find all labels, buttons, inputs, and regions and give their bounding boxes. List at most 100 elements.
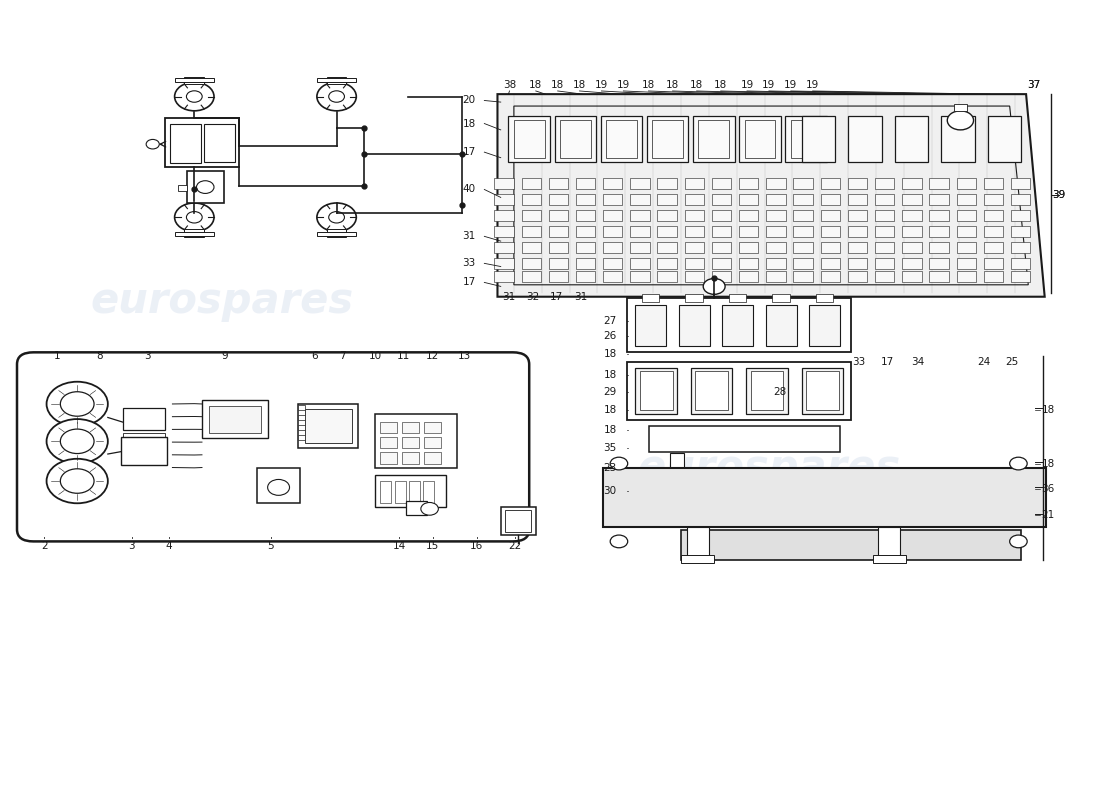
Bar [576, 226, 595, 237]
Bar [739, 226, 758, 237]
Bar [658, 194, 676, 206]
Bar [317, 78, 356, 82]
Bar [739, 115, 781, 162]
Bar [494, 178, 514, 190]
Bar [712, 178, 732, 190]
Bar [874, 271, 894, 282]
Bar [576, 271, 595, 282]
Bar [403, 453, 419, 463]
Bar [627, 362, 851, 420]
Bar [712, 258, 732, 269]
Circle shape [186, 91, 202, 102]
Text: 39: 39 [1053, 190, 1066, 200]
Bar [793, 258, 813, 269]
Bar [739, 178, 758, 190]
Polygon shape [514, 106, 1028, 285]
Text: 18: 18 [1042, 406, 1055, 415]
Circle shape [60, 469, 95, 494]
Circle shape [267, 479, 289, 495]
Bar [746, 368, 788, 414]
Bar [739, 271, 758, 282]
Bar [494, 271, 514, 282]
Text: 4: 4 [166, 541, 173, 551]
Text: 18: 18 [551, 80, 564, 90]
Text: 18: 18 [666, 80, 679, 90]
Bar [902, 258, 922, 269]
Bar [821, 242, 840, 253]
Bar [601, 115, 642, 162]
Bar [802, 115, 835, 162]
Bar [298, 415, 305, 419]
Text: 19: 19 [762, 80, 776, 90]
Bar [603, 271, 623, 282]
Bar [983, 258, 1003, 269]
Bar [793, 242, 813, 253]
Bar [772, 294, 790, 302]
Bar [848, 210, 867, 222]
Bar [821, 258, 840, 269]
Bar [652, 119, 683, 158]
Bar [802, 368, 844, 414]
Bar [647, 115, 689, 162]
Bar [902, 242, 922, 253]
Circle shape [329, 211, 344, 223]
Text: 33: 33 [462, 258, 475, 268]
Text: 37: 37 [1027, 80, 1041, 90]
Bar [957, 210, 976, 222]
Text: 1: 1 [54, 351, 60, 362]
Bar [767, 210, 785, 222]
Bar [658, 271, 676, 282]
Bar [848, 242, 867, 253]
Bar [691, 368, 733, 414]
Text: 14: 14 [393, 541, 406, 551]
Bar [187, 171, 224, 203]
Text: 13: 13 [458, 351, 471, 362]
Bar [202, 400, 267, 438]
Bar [576, 242, 595, 253]
Text: 8: 8 [96, 351, 102, 362]
Bar [560, 119, 591, 158]
Bar [494, 210, 514, 222]
Bar [514, 119, 544, 158]
Text: 15: 15 [427, 541, 440, 551]
Text: 18: 18 [604, 370, 617, 379]
Polygon shape [497, 94, 1045, 297]
Bar [957, 271, 976, 282]
Bar [902, 210, 922, 222]
Bar [375, 475, 446, 507]
Bar [983, 271, 1003, 282]
Bar [902, 194, 922, 206]
Bar [930, 226, 948, 237]
Circle shape [947, 111, 974, 130]
Circle shape [186, 211, 202, 223]
Bar [930, 178, 948, 190]
Text: 34: 34 [911, 357, 924, 367]
Bar [549, 242, 568, 253]
Text: 18: 18 [1042, 458, 1055, 469]
Bar [175, 232, 214, 236]
Bar [930, 210, 948, 222]
Text: 28: 28 [773, 387, 786, 397]
Bar [1011, 194, 1031, 206]
Bar [806, 371, 839, 410]
Bar [403, 438, 419, 449]
Text: 17: 17 [462, 147, 475, 157]
Circle shape [197, 181, 215, 194]
Bar [930, 258, 948, 269]
Bar [603, 258, 623, 269]
Text: 19: 19 [617, 80, 630, 90]
Text: 3: 3 [129, 541, 135, 551]
Circle shape [610, 457, 628, 470]
Bar [816, 294, 834, 302]
Bar [712, 271, 732, 282]
Bar [684, 178, 704, 190]
Circle shape [1010, 457, 1027, 470]
Text: 40: 40 [462, 185, 475, 194]
Bar [681, 555, 714, 563]
Bar [603, 210, 623, 222]
Bar [902, 178, 922, 190]
Bar [317, 232, 356, 236]
Bar [554, 115, 596, 162]
Bar [603, 242, 623, 253]
Circle shape [46, 419, 108, 463]
